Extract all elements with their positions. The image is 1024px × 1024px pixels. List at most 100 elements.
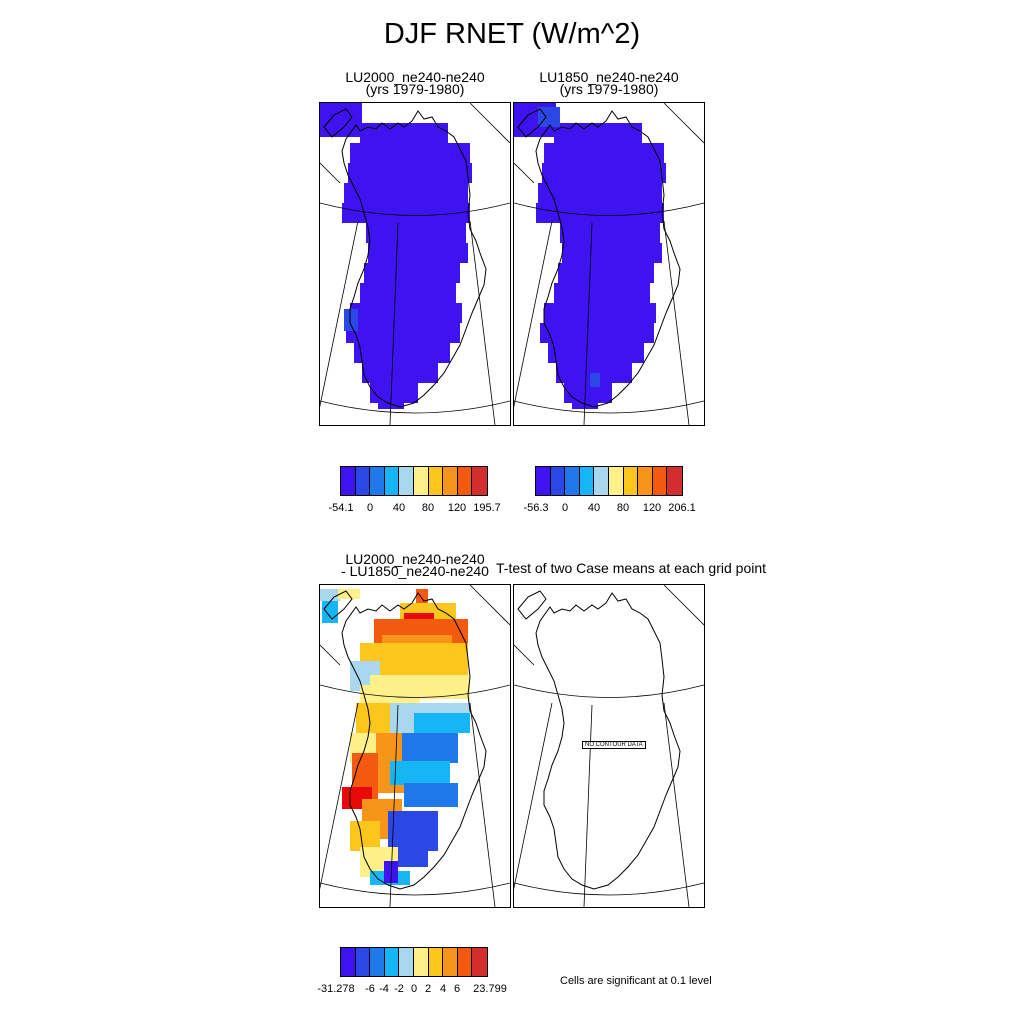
colorbar-swatch — [608, 467, 624, 495]
colorbar-diff — [340, 947, 488, 977]
grid-cell — [362, 363, 438, 383]
graticule-line — [320, 644, 341, 666]
graticule-line — [320, 702, 359, 890]
colorbar-lu2000-labels: -54.1 0 40 80 120 195.7 — [328, 502, 500, 516]
grid-cell — [338, 589, 360, 599]
colorbar-swatch — [384, 948, 400, 976]
colorbar-diff-labels: -31.278 -6 -4 -2 0 2 4 6 23.799 — [317, 983, 506, 997]
grid-cell — [354, 343, 450, 363]
colorbar-swatch — [443, 948, 458, 976]
colorbar-swatch — [594, 467, 609, 495]
colorbar-swatch — [652, 467, 668, 495]
grid-cell — [554, 123, 642, 143]
grid-cell — [562, 243, 662, 263]
colorbar-swatch — [667, 467, 682, 495]
grid-cell — [346, 323, 460, 343]
colorbar-swatch — [457, 467, 473, 495]
grid-cell — [414, 713, 470, 733]
grid-cell — [342, 203, 470, 223]
map-ttest-graticule — [514, 585, 704, 907]
panel-title-lu2000-line2: (yrs 1979-1980) — [365, 81, 465, 97]
grid-cell — [558, 263, 654, 283]
greenland-coastline — [535, 592, 681, 890]
colorbar-swatch — [623, 467, 639, 495]
greenland-coastline — [341, 110, 487, 408]
greenland-coastline — [341, 592, 487, 890]
colorbar-lu2000-label: 120 — [447, 502, 467, 514]
significance-note: Cells are significant at 0.1 level — [560, 975, 712, 987]
map-lu1850-svg — [514, 103, 704, 425]
grid-cell — [548, 343, 644, 363]
panel-title-lu1850-line1: LU1850_ne240-ne240 — [539, 69, 679, 85]
colorbar-diff-label: 0 — [410, 983, 418, 995]
colorbar-swatch — [443, 467, 458, 495]
map-lu1850-coastline — [517, 108, 681, 408]
colorbar-lu1850-label: 120 — [642, 502, 662, 514]
grid-cell — [322, 601, 338, 623]
graticule-line — [389, 222, 399, 425]
colorbar-lu1850-label: 40 — [587, 502, 601, 514]
ellesmere-coastline — [517, 108, 547, 138]
graticule-line — [514, 702, 553, 890]
colorbar-diff-label: -2 — [394, 983, 404, 995]
grid-cell — [402, 733, 458, 763]
colorbar-swatch — [384, 467, 400, 495]
graticule-line — [663, 702, 690, 907]
colorbar-diff-label: 6 — [453, 983, 461, 995]
colorbar-lu1850-label: 0 — [561, 502, 569, 514]
grid-cell — [344, 183, 468, 203]
panel-title-lu2000: LU2000_ne240-ne240 (yrs 1979-1980) — [314, 69, 516, 97]
map-ttest-coastline — [517, 590, 681, 890]
map-lu1850 — [513, 102, 705, 426]
map-lu2000-svg — [320, 103, 510, 425]
graticule-line — [514, 400, 704, 414]
colorbar-lu1850-labels: -56.3 0 40 80 120 206.1 — [523, 502, 695, 516]
colorbar-lu1850-label: -56.3 — [523, 502, 549, 514]
ellesmere-coastline — [323, 590, 353, 620]
graticule-line — [514, 644, 535, 666]
graticule-line — [469, 220, 496, 425]
colorbar-lu2000-label: 40 — [392, 502, 406, 514]
colorbar-swatch — [341, 467, 356, 495]
graticule-line — [469, 702, 496, 907]
map-diff — [319, 584, 511, 908]
ellesmere-coastline — [323, 108, 353, 138]
graticule-line — [583, 222, 593, 425]
panel-title-lu2000-line1: LU2000_ne240-ne240 — [345, 69, 485, 85]
grid-cell — [348, 163, 472, 183]
colorbar-swatch — [399, 948, 414, 976]
colorbar-lu2000-label: 80 — [421, 502, 435, 514]
graticule-line — [320, 400, 510, 414]
graticule-line — [514, 882, 704, 896]
grid-cell — [320, 103, 362, 137]
grid-cell — [544, 143, 664, 163]
greenland-coastline — [535, 110, 681, 408]
graticule-line — [514, 202, 704, 216]
colorbar-lu2000 — [340, 466, 488, 496]
graticule-line — [320, 202, 510, 216]
colorbar-swatch — [370, 467, 385, 495]
map-lu2000-cells — [320, 103, 472, 409]
ellesmere-coastline — [517, 590, 547, 620]
colorbar-swatch — [457, 948, 473, 976]
colorbar-swatch — [428, 948, 444, 976]
grid-cell — [350, 303, 462, 323]
graticule-line — [663, 585, 704, 626]
grid-cell — [538, 183, 662, 203]
colorbar-swatch — [370, 948, 385, 976]
map-lu2000 — [319, 102, 511, 426]
colorbar-swatch — [428, 467, 444, 495]
colorbar-swatch — [550, 467, 566, 495]
grid-cell — [590, 373, 600, 387]
colorbar-lu2000-label: 195.7 — [473, 502, 501, 514]
no-contour-data-label: NO CONTOUR DATA — [582, 741, 646, 749]
grid-cell — [360, 123, 448, 143]
grid-cell — [364, 263, 460, 283]
graticule-line — [514, 162, 535, 184]
graticule-line — [663, 220, 690, 425]
graticule-line — [389, 704, 399, 907]
colorbar-swatch — [472, 948, 487, 976]
colorbar-swatch — [536, 467, 551, 495]
colorbar-swatch — [341, 948, 356, 976]
colorbar-diff-label: 23.799 — [473, 983, 507, 995]
